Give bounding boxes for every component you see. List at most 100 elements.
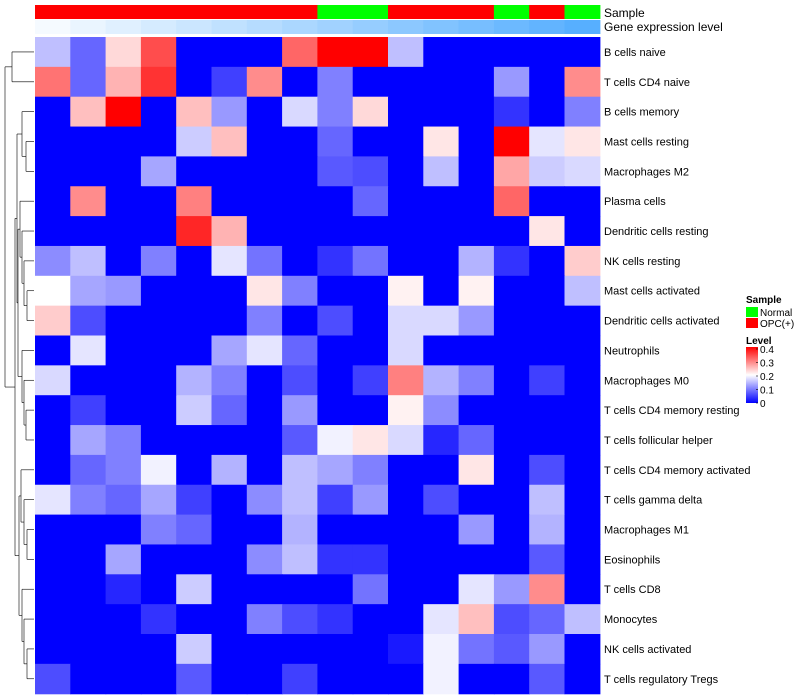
sample-annotation-cell: [176, 5, 213, 19]
heatmap-cell: [564, 335, 601, 366]
heatmap-cell: [35, 395, 71, 426]
heatmap-cell: [282, 484, 318, 516]
heatmap-cell: [211, 514, 248, 546]
heatmap-cell: [70, 156, 107, 187]
heatmap-cell: [246, 425, 283, 456]
heatmap-cell: [493, 604, 530, 635]
heatmap-cell: [493, 335, 530, 366]
heatmap-cell: [388, 66, 424, 98]
heatmap-cell: [176, 454, 213, 486]
heatmap-cell: [105, 156, 142, 187]
heatmap-cell: [388, 186, 424, 217]
legend-sample-label: OPC(+): [760, 319, 794, 330]
row-label: T cells CD4 naive: [604, 77, 690, 89]
heatmap-cell: [105, 126, 142, 157]
heatmap-cell: [282, 245, 318, 277]
row-label: B cells naive: [604, 47, 666, 59]
heatmap-cell: [564, 245, 601, 277]
heatmap-cell: [317, 454, 354, 486]
heatmap-cell: [423, 425, 460, 456]
heatmap-cell: [493, 126, 530, 157]
heatmap-cell: [211, 663, 248, 695]
heatmap-cell: [176, 305, 213, 337]
gene-expression-annotation-cell: [564, 20, 601, 34]
heatmap-cell: [246, 634, 283, 665]
row-label: Macrophages M2: [604, 166, 689, 178]
heatmap-cell: [282, 663, 318, 695]
heatmap-cell: [352, 425, 389, 456]
heatmap-cell: [70, 216, 107, 247]
row-label: NK cells activated: [604, 644, 691, 656]
heatmap-cell: [211, 186, 248, 217]
heatmap-cell: [493, 634, 530, 665]
gene-expression-annotation-cell: [352, 20, 389, 34]
heatmap-cell: [105, 663, 142, 695]
heatmap-cell: [458, 275, 495, 307]
heatmap-cell: [423, 37, 460, 68]
heatmap-cell: [564, 305, 601, 337]
heatmap-cell: [529, 484, 566, 516]
sample-annotation-cell: [388, 5, 424, 19]
heatmap-cell: [211, 454, 248, 486]
row-label: Dendritic cells activated: [604, 316, 720, 328]
heatmap-cell: [529, 634, 566, 665]
heatmap-cell: [282, 156, 318, 187]
heatmap-cell: [564, 156, 601, 187]
heatmap-cell: [211, 544, 248, 575]
row-label: Mast cells resting: [604, 136, 689, 148]
heatmap-cell: [493, 66, 530, 98]
heatmap-cell: [140, 574, 177, 605]
heatmap-cell: [35, 156, 71, 187]
heatmap-cell: [529, 156, 566, 187]
heatmap-cell: [388, 425, 424, 456]
heatmap-cell: [317, 245, 354, 277]
heatmap-cell: [176, 365, 213, 396]
heatmap-cell: [176, 574, 213, 605]
heatmap-cell: [423, 604, 460, 635]
heatmap-cell: [70, 395, 107, 426]
heatmap-cell: [564, 96, 601, 128]
heatmap-cell: [282, 604, 318, 635]
heatmap-cell: [317, 156, 354, 187]
row-label: Monocytes: [604, 614, 658, 626]
heatmap-cell: [458, 425, 495, 456]
heatmap-cell: [388, 544, 424, 575]
heatmap-cell: [493, 395, 530, 426]
heatmap-cell: [352, 574, 389, 605]
heatmap-cell: [458, 544, 495, 575]
heatmap-cell: [423, 186, 460, 217]
heatmap-cell: [388, 126, 424, 157]
heatmap-cell: [388, 216, 424, 247]
heatmap-cell: [352, 96, 389, 128]
heatmap-cell: [140, 514, 177, 546]
heatmap-cell: [105, 544, 142, 575]
heatmap-cell: [35, 66, 71, 98]
heatmap-cell: [564, 186, 601, 217]
heatmap-cell: [352, 126, 389, 157]
heatmap-cell: [458, 37, 495, 68]
heatmap-cell: [246, 604, 283, 635]
heatmap-cell: [458, 156, 495, 187]
heatmap-cell: [35, 604, 71, 635]
heatmap-cell: [423, 126, 460, 157]
heatmap-cell: [282, 275, 318, 307]
heatmap-cell: [246, 574, 283, 605]
heatmap-cell: [211, 275, 248, 307]
legend-sample-title: Sample: [746, 295, 782, 306]
heatmap-cell: [246, 275, 283, 307]
legend-sample-label: Normal: [760, 308, 792, 319]
heatmap-cell: [493, 484, 530, 516]
heatmap-cell: [176, 335, 213, 366]
heatmap-cell: [388, 574, 424, 605]
heatmap-cell: [529, 663, 566, 695]
heatmap-cell: [317, 186, 354, 217]
heatmap-cell: [458, 186, 495, 217]
heatmap-cell: [352, 37, 389, 68]
heatmap-cell: [388, 634, 424, 665]
heatmap-cell: [105, 37, 142, 68]
gene-expression-annotation-cell: [176, 20, 213, 34]
heatmap-cell: [352, 634, 389, 665]
heatmap-cell: [529, 245, 566, 277]
row-label: T cells follicular helper: [604, 435, 713, 447]
